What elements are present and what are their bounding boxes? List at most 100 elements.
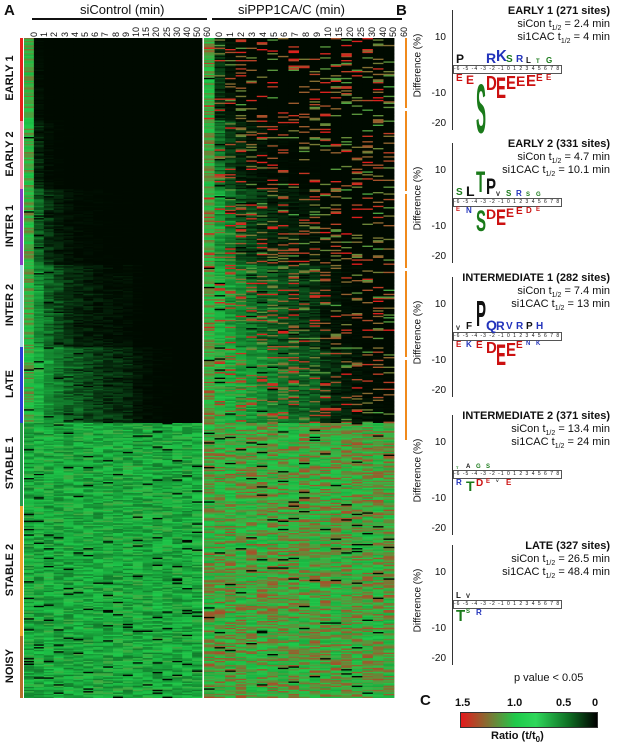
logo-residue-up: T (536, 59, 540, 65)
logo-residue-up: S (486, 464, 491, 470)
cluster-bar-6 (20, 505, 23, 637)
cluster-bar-2 (20, 189, 23, 265)
time-right-tick-6: 6 (279, 31, 290, 37)
logo-residue-down: E (526, 73, 537, 90)
logo-residue-down: E (456, 340, 462, 349)
time-right-tick-3: 3 (246, 31, 257, 37)
logo-si1cac: si1CAC t1/2 = 48.4 min (502, 566, 610, 581)
logo-ytick-m20: -20 (431, 653, 446, 664)
bracket-inter1 (405, 194, 407, 268)
time-left-tick-5: 5 (80, 31, 90, 37)
logo-sicon: siCon t1/2 = 7.4 min (517, 285, 610, 300)
panel-letter-a: A (4, 2, 15, 19)
logo-residue-down: K (466, 340, 472, 349)
logo-si1cac: si1CAC t1/2 = 10.1 min (502, 164, 610, 179)
logo-ytick-10: 10 (434, 299, 446, 310)
logo-residue-up: K (496, 48, 507, 65)
logo-residue-up: R (516, 54, 524, 65)
colorbar-tick-3: 0.5 (556, 697, 572, 709)
time-left-tick-7: 7 (100, 31, 111, 37)
logo-residue-up: Q (486, 317, 497, 333)
cluster-label-4: LATE (4, 370, 16, 399)
logo-residue-down: D (476, 478, 484, 489)
cluster-label-6: STABLE 2 (4, 543, 16, 596)
logo-residue-down: D (486, 73, 497, 95)
logo-residue-down: N (526, 341, 531, 347)
logo-residue-down: E (516, 206, 523, 217)
logo-residue-down: E (466, 73, 475, 87)
logo-residue-down: E (476, 340, 483, 351)
logo-residue-down: E (506, 73, 517, 93)
logo-residue-down: N (466, 206, 472, 215)
group-bracket-right (212, 18, 402, 20)
time-right-tick-4: 4 (257, 31, 268, 37)
logo-residue-down: E (496, 72, 507, 105)
logo-residue-up: V (466, 594, 471, 600)
logo-sicon: siCon t1/2 = 13.4 min (511, 423, 610, 438)
logo-residue-up: T (456, 465, 459, 470)
time-right-tick-1: 1 (224, 31, 235, 37)
logo-si1cac: si1CAC t1/2 = 4 min (517, 31, 610, 46)
logo-residue-down: E (456, 207, 461, 213)
logo-residue-down: S (466, 609, 471, 615)
group-label-sicontrol: siControl (min) (80, 2, 165, 17)
logo-title: EARLY 2 (331 sites) (507, 138, 610, 150)
logo-ylabel: Difference (%) (412, 568, 424, 633)
cluster-label-2: INTER 1 (4, 204, 16, 248)
time-left-tick-10: 10 (131, 26, 141, 37)
time-left-tick-17: 60 (202, 26, 213, 37)
time-left-tick-11: 15 (141, 26, 152, 37)
logo-ytick-10: 10 (434, 165, 446, 176)
logo-residue-up: S (506, 54, 513, 65)
cluster-label-5: STABLE 1 (4, 437, 16, 490)
logo-title: INTERMEDIATE 1 (282 sites) (462, 272, 610, 284)
time-right-tick-8: 8 (301, 31, 312, 37)
logo-ytick-m10: -10 (431, 355, 446, 366)
logo-residue-down: E (536, 73, 543, 84)
logo-residue-up: G (536, 192, 541, 198)
logo-residue-down: T (456, 608, 466, 625)
time-left-tick-2: 2 (49, 31, 60, 37)
logo-position-axis: -6 -5 -4 -3 -2 -1 0 1 2 3 4 5 6 7 8 9 10 (453, 332, 562, 341)
logo-residue-down: E (506, 478, 512, 487)
logo-residue-down: E (546, 73, 552, 82)
logo-y-axis (452, 10, 453, 130)
time-right-tick-17: 60 (399, 26, 410, 37)
logo-residue-down: E (486, 479, 491, 485)
logo-ylabel: Difference (%) (412, 166, 424, 231)
logo-residue-down: K (536, 341, 541, 347)
colorbar-label: Ratio (t/t0) (491, 730, 544, 745)
time-left-tick-8: 8 (110, 31, 121, 37)
time-left-tick-16: 50 (192, 26, 203, 37)
logo-ytick-m10: -10 (431, 88, 446, 99)
logo-position-axis: -6 -5 -4 -3 -2 -1 0 1 2 3 4 5 6 7 8 9 10 (453, 65, 562, 74)
logo-ylabel: Difference (%) (412, 438, 424, 503)
time-right-tick-2: 2 (235, 31, 246, 37)
logo-ytick-m10: -10 (431, 623, 446, 634)
time-right-tick-7: 7 (290, 31, 301, 37)
bracket-inter2 (405, 271, 407, 357)
logo-ytick-m20: -20 (431, 385, 446, 396)
time-right-tick-0: 0 (214, 31, 224, 37)
logo-residue-up: V (496, 192, 501, 198)
logo-position-axis: -6 -5 -4 -3 -2 -1 0 1 2 3 4 5 6 7 8 9 10 (453, 470, 562, 479)
time-left-tick-3: 3 (59, 31, 70, 37)
logo-sicon: siCon t1/2 = 26.5 min (511, 553, 610, 568)
logo-residue-down: E (516, 73, 526, 89)
time-left-tick-6: 6 (90, 31, 101, 37)
colorbar-tick-1: 1.5 (455, 697, 471, 709)
logo-residue-up: A (466, 464, 471, 470)
bracket-early2 (405, 111, 407, 191)
logo-sicon: siCon t1/2 = 2.4 min (517, 18, 610, 33)
logo-residue-up: L (456, 591, 461, 600)
panel-letter-c: C (420, 692, 431, 709)
logo-residue-down: R (476, 608, 482, 617)
time-left-tick-9: 9 (120, 31, 131, 37)
bracket-late (405, 360, 407, 440)
time-right-tick-14: 30 (366, 26, 377, 37)
logo-ytick-10: 10 (434, 32, 446, 43)
time-left-tick-1: 1 (39, 31, 50, 37)
logo-residue-up: G (546, 56, 553, 65)
logo-ytick-m20: -20 (431, 523, 446, 534)
logo-residue-up: S (456, 187, 463, 198)
